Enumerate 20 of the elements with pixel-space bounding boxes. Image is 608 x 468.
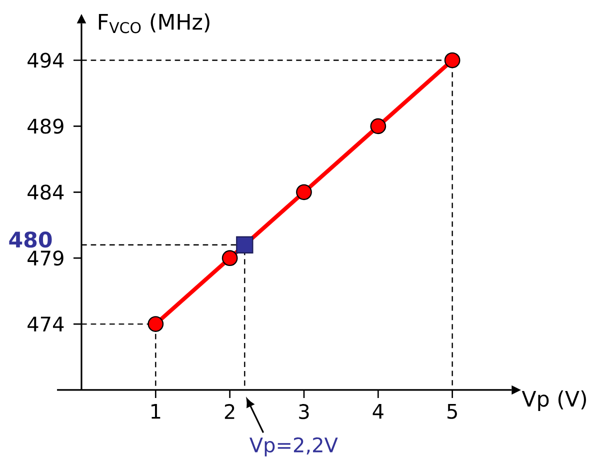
y-tick-label: 474: [28, 316, 64, 332]
y-axis-title: F$_{VCO}$ (MHz): [98, 13, 210, 34]
x-tick-label: 5: [448, 404, 457, 419]
point: [296, 184, 312, 200]
y-tick-label: 479: [28, 250, 64, 266]
x-axis-title: Vp (V): [522, 390, 586, 411]
point: [370, 118, 386, 134]
point: [148, 316, 164, 332]
y-tick-label: 489: [28, 118, 64, 134]
annotation: 480: [9, 232, 52, 248]
x-tick-label: 1: [151, 404, 160, 419]
x-tick-label: 4: [372, 404, 384, 419]
point: [444, 52, 460, 68]
point: [236, 236, 254, 254]
y-tick-label: 494: [28, 52, 64, 68]
x-tick-label: 2: [224, 404, 234, 419]
x-tick-label: 3: [299, 404, 309, 420]
y-tick-label: 484: [28, 184, 64, 200]
point: [222, 250, 238, 266]
annotation: Vp=2,2V: [250, 437, 338, 456]
